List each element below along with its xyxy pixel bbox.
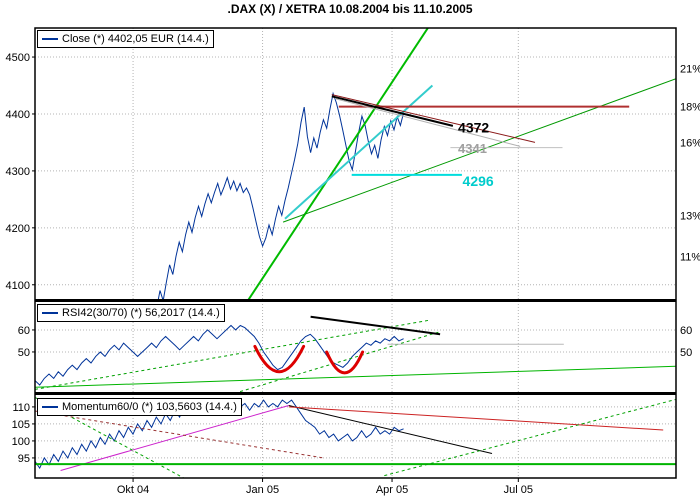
rsi-series-swatch-icon — [42, 312, 58, 314]
price-y-label: 4500 — [6, 52, 30, 64]
rsi-right-label: 60 — [680, 325, 692, 337]
mom-darkred-dashed — [35, 410, 324, 459]
rsi-green-dashed-1 — [35, 319, 431, 390]
rsi-plot-layer — [35, 315, 676, 392]
momentum-legend: Momentum60/0 (*) 103,5603 (14.4.) — [37, 398, 242, 416]
trend-gray-4341 — [334, 98, 521, 147]
x-axis-label: Apr 05 — [376, 484, 408, 496]
rsi-green-solid — [35, 365, 676, 388]
mom-magenta-up — [60, 405, 289, 471]
price-y-label: 4200 — [6, 223, 30, 235]
annotation-4372: 4372 — [458, 120, 489, 136]
price-legend-label: Close (*) 4402,05 EUR (14.4.) — [62, 33, 209, 45]
pattern-arc — [253, 344, 306, 374]
price-right-label: 11% — [680, 251, 700, 263]
momentum-y-label: 95 — [18, 453, 30, 465]
momentum-y-label: 100 — [12, 436, 30, 448]
rsi-black-trend — [310, 315, 441, 336]
price-right-label: 16% — [680, 137, 700, 149]
mom-black-down — [288, 405, 493, 454]
price-y-label: 4400 — [6, 109, 30, 121]
x-axis-label: Jan 05 — [246, 484, 279, 496]
momentum-y-label: 105 — [12, 419, 30, 431]
rsi-y-label: 50 — [18, 347, 30, 359]
chart-title: .DAX (X) / XETRA 10.08.2004 bis 11.10.20… — [227, 2, 473, 16]
x-axis-label: Jul 05 — [504, 484, 533, 496]
price-series-swatch-icon — [42, 38, 58, 40]
trend-black-4372 — [331, 95, 454, 127]
mom-green-dashed-down — [35, 396, 185, 478]
price-panel: 4500 4400 4300 4200 4100 21% 18% 16% 13% 11% — [6, 52, 700, 292]
mom-red-down — [288, 406, 664, 431]
annotation-4341: 4341 — [458, 141, 487, 156]
price-y-label: 4300 — [6, 166, 30, 178]
mom-green-dashed-up — [384, 398, 676, 477]
price-right-label: 18% — [680, 102, 700, 114]
rsi-series-line — [35, 324, 404, 386]
plot-border — [34, 27, 677, 479]
momentum-series-swatch-icon — [42, 406, 58, 408]
price-y-label: 4100 — [6, 280, 30, 292]
trend-green-long — [282, 78, 676, 223]
price-plot-layer — [157, 28, 676, 299]
annotation-4296: 4296 — [463, 173, 494, 189]
rsi-legend: RSI42(30/70) (*) 56,2017 (14.4.) — [37, 304, 225, 322]
trend-steep-green — [247, 28, 430, 299]
x-axis-label: Okt 04 — [117, 484, 149, 496]
rsi-legend-label: RSI42(30/70) (*) 56,2017 (14.4.) — [62, 307, 220, 319]
trend-cyan-up — [284, 84, 434, 220]
price-legend: Close (*) 4402,05 EUR (14.4.) — [37, 30, 214, 48]
rsi-right-label: 50 — [680, 347, 692, 359]
rsi-y-label: 60 — [18, 325, 30, 337]
rsi-panel: 60 50 60 50 — [18, 325, 693, 359]
price-right-label: 21% — [680, 63, 700, 75]
rsi-green-dashed-2 — [239, 331, 439, 392]
momentum-y-label: 110 — [12, 402, 30, 414]
momentum-legend-label: Momentum60/0 (*) 103,5603 (14.4.) — [62, 401, 237, 413]
price-series-line — [157, 91, 405, 299]
pattern-arc — [325, 350, 365, 375]
price-right-label: 13% — [680, 210, 700, 222]
trend-darkred-down — [331, 94, 536, 143]
